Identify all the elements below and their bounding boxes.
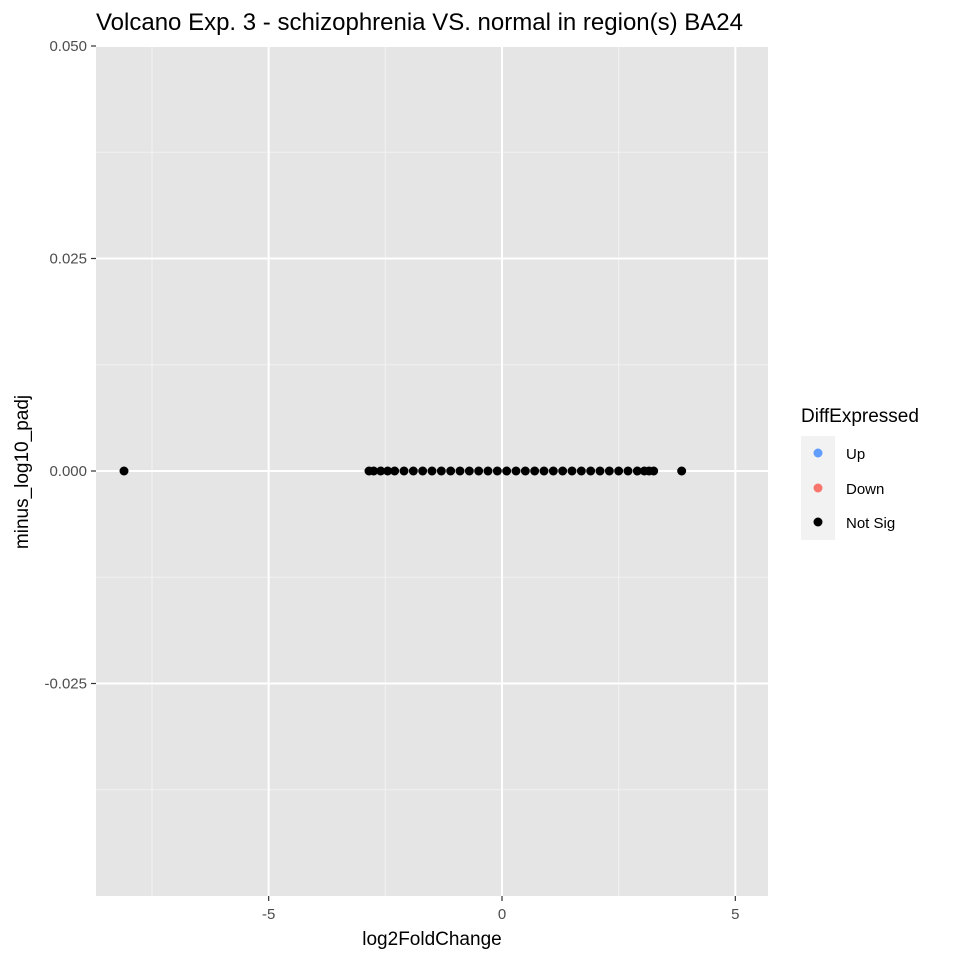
data-point — [399, 466, 409, 476]
data-points — [119, 466, 687, 476]
legend: DiffExpressed Up Down Not Sig — [801, 406, 919, 540]
x-tick-label: 0 — [498, 906, 506, 923]
data-point — [369, 466, 379, 476]
x-axis: -5 0 5 — [262, 896, 740, 923]
y-tick-label: -0.025 — [44, 676, 87, 693]
data-point — [649, 466, 659, 476]
data-point — [548, 466, 558, 476]
data-point — [530, 466, 540, 476]
legend-label-down: Down — [846, 481, 884, 498]
data-point — [408, 466, 418, 476]
data-point — [623, 466, 633, 476]
data-point — [502, 466, 512, 476]
x-tick-label: 5 — [731, 906, 739, 923]
data-point — [586, 466, 596, 476]
data-point — [376, 466, 386, 476]
data-point — [576, 466, 586, 476]
legend-key-not-sig — [813, 517, 823, 527]
data-point — [539, 466, 549, 476]
data-point — [436, 466, 446, 476]
data-point — [383, 466, 393, 476]
data-point — [511, 466, 521, 476]
data-point — [492, 466, 502, 476]
legend-label-not-sig: Not Sig — [846, 515, 895, 532]
data-point — [464, 466, 474, 476]
data-point — [677, 466, 687, 476]
data-point — [483, 466, 493, 476]
data-point — [474, 466, 484, 476]
data-point — [604, 466, 614, 476]
data-point — [390, 466, 400, 476]
data-point — [455, 466, 465, 476]
legend-label-up: Up — [846, 446, 865, 463]
legend-key-up — [813, 448, 823, 458]
x-axis-title: log2FoldChange — [362, 929, 501, 950]
data-point — [632, 466, 642, 476]
y-axis-title: minus_log10_padj — [12, 395, 33, 549]
data-point — [595, 466, 605, 476]
y-tick-label: 0.050 — [49, 38, 87, 55]
data-point — [119, 466, 129, 476]
data-point — [567, 466, 577, 476]
chart-title: Volcano Exp. 3 - schizophrenia VS. norma… — [96, 9, 743, 36]
y-tick-label: 0.000 — [49, 463, 87, 480]
data-point — [520, 466, 530, 476]
data-point — [558, 466, 568, 476]
data-point — [418, 466, 428, 476]
data-point — [446, 466, 456, 476]
data-point — [614, 466, 624, 476]
legend-key-down — [813, 483, 823, 493]
y-tick-label: 0.025 — [49, 251, 87, 268]
y-axis: -0.025 0.000 0.025 0.050 — [44, 38, 96, 693]
x-tick-label: -5 — [262, 906, 275, 923]
data-point — [427, 466, 437, 476]
legend-title: DiffExpressed — [801, 406, 919, 427]
